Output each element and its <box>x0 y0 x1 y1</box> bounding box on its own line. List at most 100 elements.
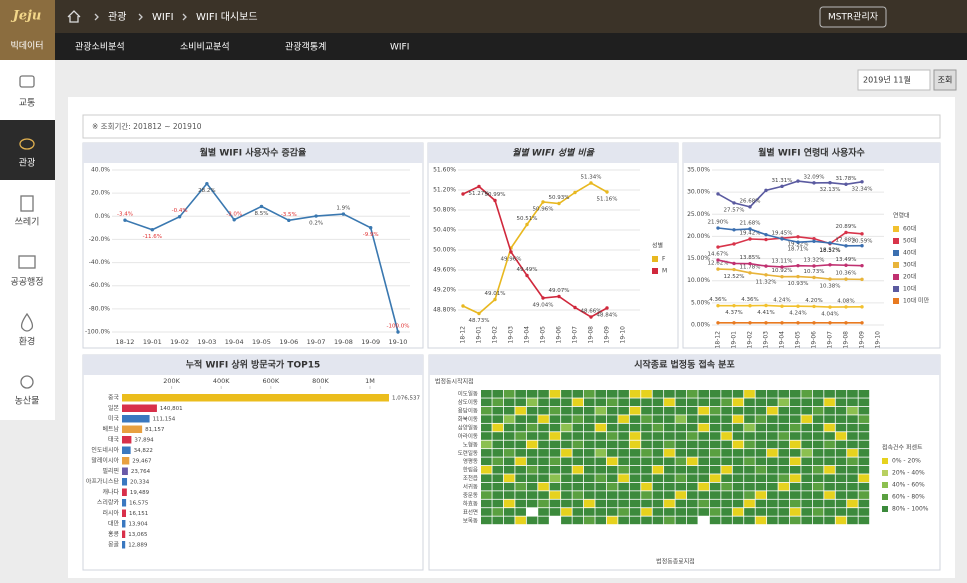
top-bar <box>0 0 967 33</box>
series-line <box>717 180 863 208</box>
cell <box>698 406 710 415</box>
x-tick-label: 19-09 <box>361 338 380 346</box>
point <box>589 181 593 185</box>
row-label: 화북이동 <box>458 415 478 423</box>
cell <box>767 406 778 415</box>
user-name[interactable]: MSTR관리자 <box>828 12 879 23</box>
bar <box>122 509 127 517</box>
breadcrumb[interactable]: WIFI 대시보드 <box>196 11 258 23</box>
point <box>796 179 800 183</box>
cell <box>572 457 584 466</box>
sidebar-active <box>0 120 55 180</box>
cell <box>698 432 710 440</box>
cell <box>618 432 629 440</box>
cell <box>572 398 584 407</box>
sidebar-item[interactable]: 관광 <box>19 157 36 169</box>
cell <box>618 491 629 499</box>
icon-bus <box>19 75 35 88</box>
point <box>860 305 864 309</box>
cell <box>515 449 526 457</box>
cell <box>583 491 595 499</box>
row-label: 아라이동 <box>458 432 478 440</box>
cell <box>572 508 584 516</box>
cell <box>732 398 744 407</box>
icon-env <box>20 312 34 332</box>
month-select[interactable] <box>857 69 931 91</box>
cell <box>583 423 595 432</box>
cell <box>629 440 641 449</box>
menu-item[interactable]: 관광소비분석 <box>75 41 125 53</box>
chart-header <box>83 143 423 163</box>
cell <box>778 465 790 474</box>
category-label: 홍콩 <box>108 530 120 538</box>
cell <box>641 406 652 415</box>
data-label: 19,489 <box>130 490 150 496</box>
cell <box>847 449 858 457</box>
cell <box>744 482 755 491</box>
cell <box>503 508 515 516</box>
cell <box>698 390 710 398</box>
cell <box>778 449 790 457</box>
bar <box>122 520 126 528</box>
point <box>716 267 720 271</box>
sidebar-item[interactable]: 쓰레기 <box>15 217 40 228</box>
point <box>605 306 609 310</box>
cell <box>847 406 858 415</box>
home-icon[interactable] <box>67 10 81 23</box>
cell <box>847 516 858 525</box>
bar <box>122 499 127 507</box>
cell <box>755 398 767 407</box>
cell <box>503 516 515 525</box>
menu-item[interactable]: 관광객통계 <box>285 41 326 53</box>
cell <box>801 491 812 499</box>
cell <box>858 406 870 415</box>
row-label: 한림읍 <box>463 466 478 474</box>
cell <box>572 491 584 499</box>
data-label: 111,154 <box>153 416 176 422</box>
search-label[interactable]: 조회 <box>938 76 953 85</box>
sidebar-item[interactable]: 환경 <box>19 336 36 348</box>
y-tick-label: 15.00% <box>687 255 710 262</box>
y-tick-label: 50.00% <box>433 247 456 254</box>
sidebar-item[interactable]: 교통 <box>19 98 36 109</box>
point <box>764 237 768 242</box>
cell <box>481 390 492 398</box>
cell <box>538 390 549 398</box>
point <box>477 184 481 189</box>
cell <box>503 406 515 415</box>
user-button[interactable] <box>819 6 887 28</box>
cell <box>629 516 641 525</box>
data-label: 49.04% <box>533 303 554 309</box>
cell <box>629 449 641 457</box>
cell <box>515 499 526 508</box>
cell <box>481 508 492 516</box>
category-label: 미국 <box>108 414 120 422</box>
data-label: 49.07% <box>549 288 570 294</box>
data-label: 4.08% <box>837 298 854 304</box>
category-label: 대만 <box>108 519 120 527</box>
search-button[interactable] <box>933 69 957 91</box>
cell <box>481 465 492 474</box>
data-label: 8.5% <box>255 211 269 217</box>
cell <box>767 423 778 432</box>
sidebar-item[interactable]: 공공행정 <box>10 276 43 288</box>
cell <box>686 508 698 516</box>
cell <box>526 415 538 423</box>
month-value[interactable]: 2019년 11월 <box>863 75 911 85</box>
cell <box>652 390 664 398</box>
point <box>812 239 816 243</box>
cell <box>835 398 847 407</box>
cell <box>583 415 595 423</box>
sidebar-item[interactable]: 농산물 <box>15 396 40 407</box>
breadcrumb[interactable]: 관광 <box>108 11 126 23</box>
cell <box>847 390 858 398</box>
data-label: 81,157 <box>145 427 165 433</box>
breadcrumb[interactable]: WIFI <box>152 12 174 23</box>
menu-item[interactable]: WIFI <box>390 43 409 53</box>
category-label: 캐나다 <box>102 488 119 496</box>
cell <box>675 465 687 474</box>
menu-item[interactable]: 소비비교분석 <box>180 42 230 53</box>
cell <box>789 406 801 415</box>
row-label: 하효동 <box>463 499 478 507</box>
data-label: 20,334 <box>130 479 150 485</box>
